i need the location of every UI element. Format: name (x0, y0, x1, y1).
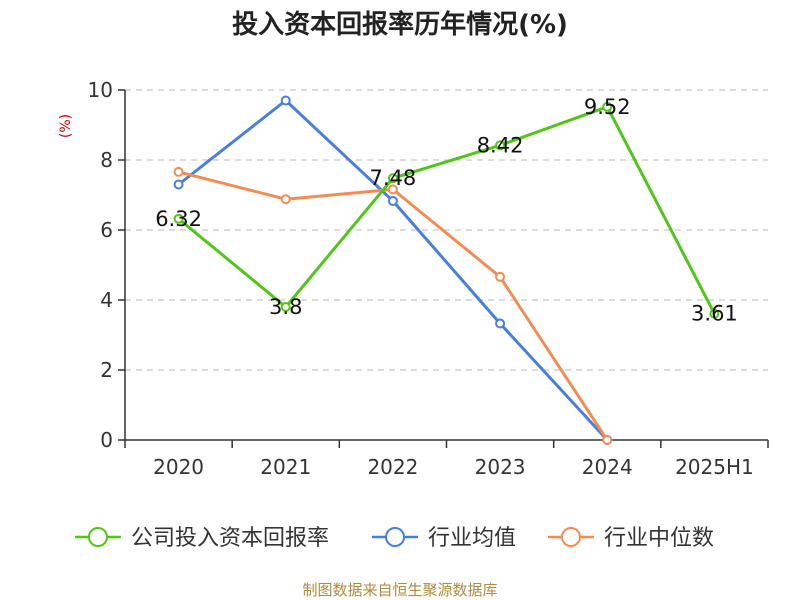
data-point (709, 308, 720, 319)
data-point (173, 213, 184, 224)
data-point (602, 101, 613, 112)
data-label: 8.42 (477, 133, 524, 157)
grid (125, 89, 768, 371)
data-point (280, 194, 291, 205)
data-label: 6.32 (155, 207, 202, 231)
y-tick-label: 0 (100, 428, 113, 452)
y-axis-label: (%) (58, 114, 74, 138)
data-point (602, 435, 613, 445)
x-tick-label: 2021 (260, 455, 311, 479)
data-point (280, 95, 291, 106)
x-tick-label: 2023 (475, 455, 526, 479)
x-tick-label: 2020 (153, 455, 204, 479)
legend: 公司投入资本回报率 行业均值 行业中位数 (75, 526, 714, 551)
data-point (387, 173, 398, 184)
data-point (173, 166, 184, 177)
data-point (173, 179, 184, 190)
legend-marker (561, 527, 581, 547)
series-line (178, 170, 609, 441)
x-tick-label: 2022 (367, 455, 418, 479)
legend-label: 公司投入资本回报率 (131, 526, 329, 551)
y-tick-label: 4 (100, 288, 113, 312)
legend-marker (88, 527, 108, 547)
y-tick-label: 2 (100, 358, 113, 382)
data-point (387, 184, 398, 195)
legend-item: 公司投入资本回报率 (75, 526, 329, 551)
series-line (177, 105, 716, 315)
legend-marker (385, 527, 405, 547)
data-point (495, 318, 506, 329)
data-label: 7.48 (370, 166, 417, 190)
data-label: 3.61 (691, 302, 738, 326)
legend-item: 行业中位数 (548, 526, 714, 551)
data-label: 3.8 (269, 295, 302, 319)
chart-title: 投入资本回报率历年情况(%) (232, 9, 568, 40)
data-point (495, 271, 506, 282)
legend-label: 行业中位数 (604, 526, 714, 551)
y-tick-label: 8 (100, 148, 113, 172)
x-tick-label: 2024 (582, 455, 633, 479)
series-layer (173, 95, 720, 445)
source-note: 制图数据来自恒生聚源数据库 (302, 581, 497, 599)
y-tick-label: 10 (88, 78, 113, 102)
legend-item: 行业均值 (372, 526, 516, 551)
legend-label: 行业均值 (428, 526, 516, 551)
data-label: 9.52 (584, 95, 631, 119)
y-tick-label: 6 (100, 218, 113, 242)
data-point (495, 140, 506, 151)
x-tick-label: 2025H1 (675, 455, 754, 479)
data-labels: 6.32 3.8 7.48 8.42 9.52 3.61 (155, 95, 738, 326)
axes: 0 2 4 6 8 10 2020 2021 2022 2023 2024 2025H1 (88, 78, 769, 479)
data-point (387, 195, 398, 206)
data-point (280, 302, 291, 312)
